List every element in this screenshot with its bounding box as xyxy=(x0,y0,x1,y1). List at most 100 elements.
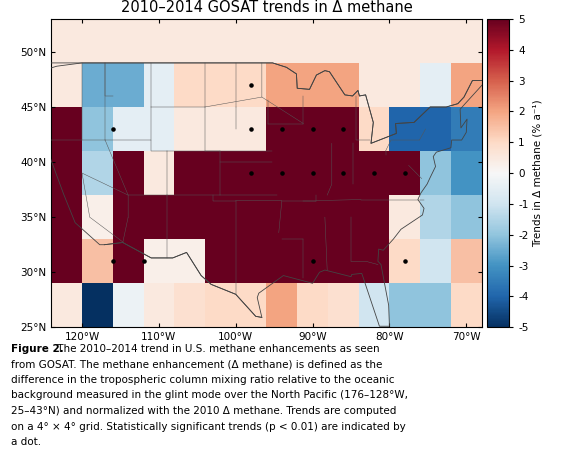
Bar xyxy=(328,283,359,327)
Bar xyxy=(205,63,236,107)
Bar xyxy=(359,195,389,239)
Bar xyxy=(359,151,389,195)
Bar xyxy=(359,239,389,283)
Bar xyxy=(451,283,482,327)
Bar xyxy=(328,63,359,107)
Bar xyxy=(174,19,205,63)
Bar xyxy=(297,239,328,283)
Bar xyxy=(174,107,205,151)
Bar xyxy=(236,107,266,151)
Bar xyxy=(113,63,144,107)
Bar xyxy=(297,63,328,107)
Bar xyxy=(113,283,144,327)
Bar xyxy=(82,63,113,107)
Bar xyxy=(144,195,174,239)
Bar xyxy=(144,63,174,107)
Bar xyxy=(297,19,328,63)
Bar xyxy=(266,107,297,151)
Text: from GOSAT. The methane enhancement (Δ methane) is defined as the: from GOSAT. The methane enhancement (Δ m… xyxy=(11,359,383,369)
Bar xyxy=(359,283,389,327)
Bar xyxy=(82,239,113,283)
Bar xyxy=(328,19,359,63)
Bar xyxy=(420,107,451,151)
Bar xyxy=(236,19,266,63)
Bar xyxy=(82,195,113,239)
Bar xyxy=(389,283,420,327)
Bar xyxy=(389,195,420,239)
Bar xyxy=(236,283,266,327)
Bar xyxy=(236,151,266,195)
Bar xyxy=(359,63,389,107)
Bar xyxy=(205,195,236,239)
Bar xyxy=(82,107,113,151)
Bar xyxy=(420,239,451,283)
Bar xyxy=(144,151,174,195)
Bar xyxy=(51,151,82,195)
Bar xyxy=(51,107,82,151)
Bar xyxy=(266,239,297,283)
Bar xyxy=(144,19,174,63)
Bar xyxy=(236,195,266,239)
Bar xyxy=(389,63,420,107)
Bar xyxy=(389,151,420,195)
Bar xyxy=(51,283,82,327)
Bar xyxy=(297,107,328,151)
Bar xyxy=(51,19,82,63)
Bar xyxy=(266,63,297,107)
Text: The 2010–2014 trend in U.S. methane enhancements as seen: The 2010–2014 trend in U.S. methane enha… xyxy=(54,344,380,354)
Bar xyxy=(328,107,359,151)
Bar xyxy=(205,239,236,283)
Bar xyxy=(297,195,328,239)
Bar xyxy=(266,283,297,327)
Bar xyxy=(451,151,482,195)
Bar xyxy=(82,151,113,195)
Bar xyxy=(205,283,236,327)
Bar xyxy=(174,283,205,327)
Bar xyxy=(389,19,420,63)
Bar xyxy=(205,19,236,63)
Bar xyxy=(359,19,389,63)
Bar xyxy=(144,239,174,283)
Bar xyxy=(205,107,236,151)
Bar xyxy=(46,19,51,327)
Bar xyxy=(451,195,482,239)
Bar xyxy=(113,239,144,283)
Bar xyxy=(451,63,482,107)
Bar xyxy=(174,195,205,239)
Bar xyxy=(266,195,297,239)
Bar xyxy=(113,151,144,195)
Bar xyxy=(51,63,82,107)
Text: difference in the tropospheric column mixing ratio relative to the oceanic: difference in the tropospheric column mi… xyxy=(11,375,395,385)
Bar xyxy=(236,239,266,283)
Bar xyxy=(144,283,174,327)
Bar xyxy=(113,107,144,151)
Bar xyxy=(389,107,420,151)
Bar xyxy=(420,283,451,327)
Bar xyxy=(174,151,205,195)
Text: background measured in the glint mode over the North Pacific (176–128°W,: background measured in the glint mode ov… xyxy=(11,390,408,400)
Bar xyxy=(236,63,266,107)
Bar xyxy=(451,239,482,283)
Bar xyxy=(82,283,113,327)
Text: Figure 2.: Figure 2. xyxy=(11,344,64,354)
Bar xyxy=(297,283,328,327)
Bar xyxy=(51,195,82,239)
Text: a dot.: a dot. xyxy=(11,437,42,447)
Bar xyxy=(113,19,144,63)
Bar xyxy=(451,107,482,151)
Bar xyxy=(359,107,389,151)
Text: 25–43°N) and normalized with the 2010 Δ methane. Trends are computed: 25–43°N) and normalized with the 2010 Δ … xyxy=(11,406,397,416)
Title: 2010–2014 GOSAT trends in Δ methane: 2010–2014 GOSAT trends in Δ methane xyxy=(121,0,412,15)
Bar xyxy=(420,151,451,195)
Bar xyxy=(328,151,359,195)
Bar xyxy=(51,239,82,283)
Bar xyxy=(113,195,144,239)
Bar xyxy=(174,239,205,283)
Bar xyxy=(420,19,451,63)
Text: on a 4° × 4° grid. Statistically significant trends (p < 0.01) are indicated by: on a 4° × 4° grid. Statistically signifi… xyxy=(11,422,406,431)
Bar xyxy=(266,151,297,195)
Bar xyxy=(389,239,420,283)
Bar xyxy=(297,151,328,195)
Bar xyxy=(328,239,359,283)
Bar xyxy=(420,195,451,239)
